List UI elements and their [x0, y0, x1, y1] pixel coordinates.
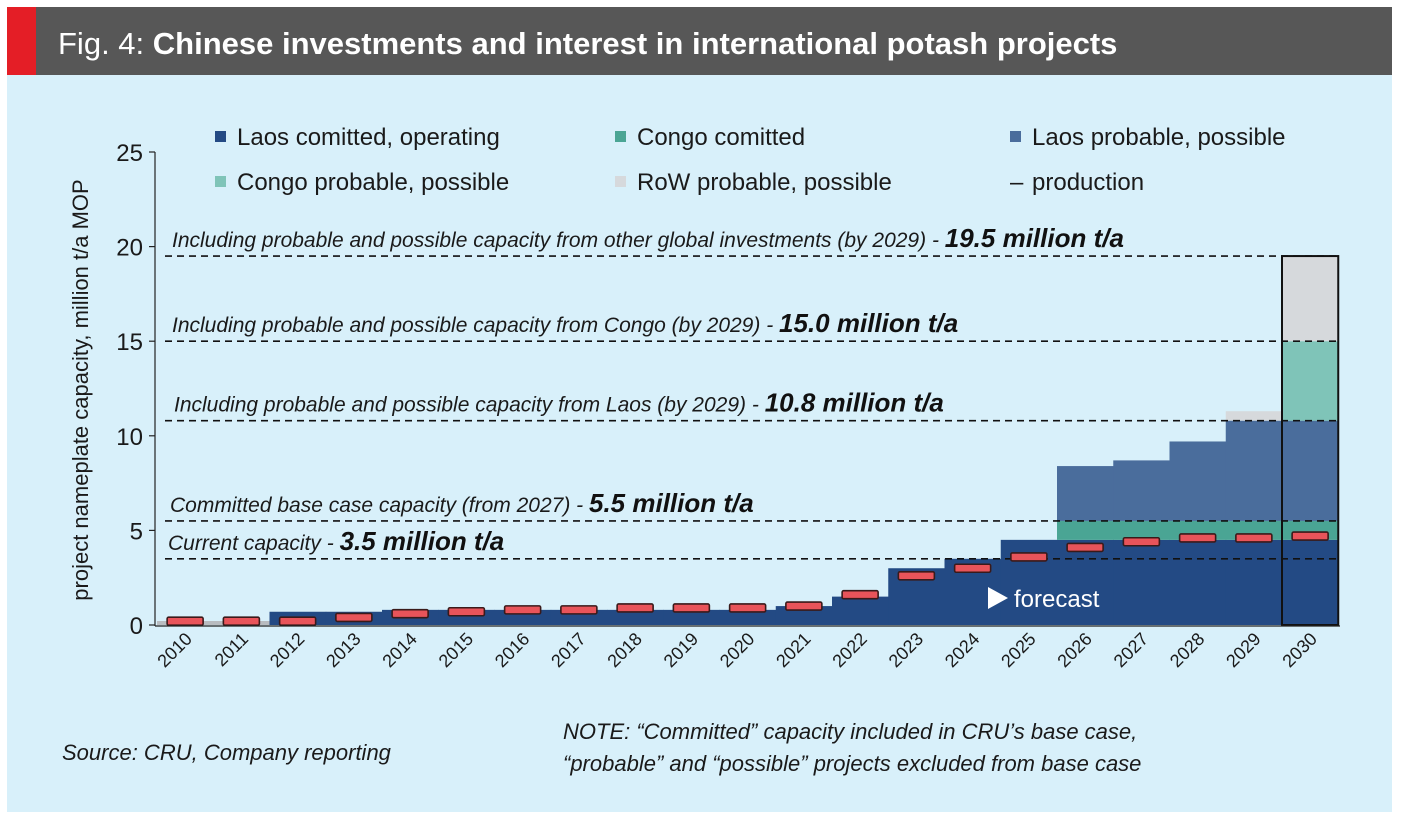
bar-segment-congo_committed-2026 — [1057, 520, 1114, 540]
legend-label: RoW probable, possible — [637, 169, 892, 196]
legend-label: Congo probable, possible — [237, 169, 509, 196]
figure-title: Fig. 4: Chinese investments and interest… — [58, 26, 1117, 61]
annotation-label: Current capacity - 3.5 million t/a — [168, 526, 504, 556]
bar-segment-laos_probable-2030 — [1282, 420, 1339, 521]
bar-segment-laos_committed-2022 — [832, 596, 889, 625]
header-accent — [7, 7, 36, 75]
production-marker-2012 — [278, 616, 317, 627]
production-marker-2017 — [560, 605, 598, 615]
production-marker-2010 — [166, 616, 204, 627]
y-tick-label: 0 — [130, 613, 143, 640]
bar-segment-laos_probable-2028 — [1169, 441, 1227, 521]
source-note: Source: CRU, Company reporting — [62, 740, 392, 765]
annotation-value: 15.0 million t/a — [779, 308, 958, 338]
y-tick-label: 15 — [116, 329, 143, 356]
production-marker-2029 — [1235, 533, 1273, 543]
y-tick-label: 20 — [116, 235, 143, 262]
legend-label: production — [1032, 169, 1144, 196]
annotation-label: Including probable and possible capacity… — [174, 388, 944, 418]
legend-swatch — [615, 131, 626, 142]
annotation-text: Including probable and possible capacity… — [172, 314, 779, 337]
annotation-label: Including probable and possible capacity… — [172, 308, 958, 338]
legend-swatch — [215, 176, 226, 187]
production-marker-2019 — [672, 603, 711, 613]
figure-title-text: Chinese investments and interest in inte… — [153, 26, 1118, 61]
production-marker-2026 — [1066, 542, 1104, 553]
legend-label: Laos comitted, operating — [237, 124, 500, 151]
chart-panel — [7, 75, 1392, 812]
annotation-label: Including probable and possible capacity… — [172, 223, 1124, 253]
forecast-label: forecast — [1014, 586, 1100, 613]
note-line-2: “probable” and “possible” projects exclu… — [563, 751, 1141, 776]
legend-label: Laos probable, possible — [1032, 124, 1286, 151]
production-marker-2016 — [503, 605, 542, 615]
production-marker-2025 — [1010, 552, 1048, 562]
production-marker-2024 — [953, 563, 992, 574]
annotation-value: 5.5 million t/a — [589, 488, 754, 518]
bar-segment-laos_committed-2027 — [1113, 539, 1170, 625]
bar-segment-laos_probable-2027 — [1113, 460, 1170, 521]
production-marker-2028 — [1178, 533, 1217, 543]
bar-segment-laos_committed-2028 — [1169, 539, 1227, 625]
annotation-value: 19.5 million t/a — [945, 223, 1124, 253]
legend-swatch — [615, 176, 626, 187]
bar-segment-laos_probable-2026 — [1057, 466, 1114, 521]
header-bar — [7, 7, 1392, 75]
y-tick-label: 5 — [130, 518, 143, 545]
y-axis-label: project nameplate capacity, million t/a … — [68, 179, 93, 600]
bar-segment-row_probable-2029 — [1225, 411, 1283, 421]
bar-segment-congo_probable-2030 — [1282, 341, 1339, 421]
bar-segment-laos_committed-2018 — [607, 609, 664, 625]
annotation-text: Including probable and possible capacity… — [172, 229, 945, 252]
y-tick-label: 25 — [116, 140, 143, 167]
production-marker-2022 — [841, 589, 879, 600]
production-marker-2021 — [785, 601, 823, 611]
production-marker-2015 — [447, 606, 486, 617]
production-marker-2013 — [335, 612, 373, 623]
annotation-value: 3.5 million t/a — [340, 526, 505, 556]
figure-number: Fig. 4: — [58, 26, 153, 61]
legend: Laos comitted, operating Congo comitted La… — [215, 124, 1286, 196]
bar-segment-row_probable-2030 — [1282, 256, 1339, 342]
legend-label: Congo comitted — [637, 124, 805, 151]
note-line-1: NOTE: “Committed” capacity included in C… — [563, 719, 1137, 744]
y-tick-label: 10 — [116, 424, 143, 451]
bar-segment-laos_probable-2029 — [1225, 420, 1283, 521]
annotation-label: Committed base case capacity (from 2027)… — [170, 488, 754, 518]
production-marker-2030 — [1291, 531, 1329, 541]
forecast-arrow-icon — [988, 587, 1008, 609]
annotation-text: Committed base case capacity (from 2027)… — [170, 494, 589, 517]
annotation-value: 10.8 million t/a — [765, 388, 944, 418]
production-marker-2023 — [897, 571, 936, 581]
bar-segment-congo_committed-2027 — [1113, 520, 1170, 540]
annotation-text: Including probable and possible capacity… — [174, 394, 765, 417]
legend-swatch — [1010, 131, 1021, 142]
bar-segment-laos_committed-2026 — [1057, 539, 1114, 625]
legend-swatch — [215, 131, 226, 142]
production-marker-2014 — [391, 608, 429, 619]
bar-segment-laos_committed-2030 — [1282, 539, 1339, 625]
production-marker-2027 — [1122, 536, 1161, 547]
bar-segment-laos_committed-2029 — [1225, 539, 1283, 625]
bar-segment-laos_committed-2019 — [663, 609, 720, 625]
production-marker-2020 — [728, 603, 767, 613]
legend-production-marker: – — [1010, 169, 1024, 196]
production-marker-2011 — [222, 616, 261, 627]
annotation-text: Current capacity - — [168, 532, 340, 555]
bar-segment-laos_committed-2020 — [719, 609, 777, 625]
production-marker-2018 — [616, 603, 654, 613]
